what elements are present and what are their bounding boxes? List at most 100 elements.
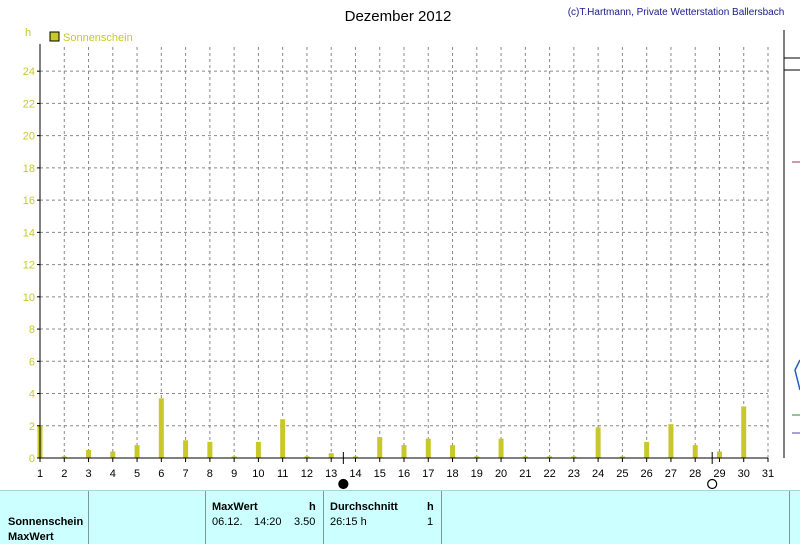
x-tick-label: 13 — [325, 468, 337, 480]
x-tick-label: 14 — [349, 468, 361, 480]
bar — [183, 440, 189, 458]
moon-phases — [338, 452, 718, 490]
bar — [692, 445, 698, 458]
x-tick-label: 10 — [252, 468, 264, 480]
stats-max-unit: h — [309, 501, 316, 513]
legend-label: Sonnenschein — [63, 32, 133, 44]
bar — [741, 406, 747, 458]
chart-credit: (c)T.Hartmann, Private Wetterstation Bal… — [568, 7, 785, 18]
x-tick-label: 15 — [374, 468, 386, 480]
x-tick-label: 5 — [134, 468, 140, 480]
x-tick-label: 3 — [85, 468, 91, 480]
bar — [595, 427, 601, 458]
bar — [134, 445, 140, 458]
bar — [86, 449, 92, 458]
stats-avg-value: 26:15 h — [330, 516, 367, 528]
grid — [40, 47, 769, 458]
x-tick-label: 30 — [738, 468, 750, 480]
stats-panel: Sonnenschein MaxWert MaxWert h 06.12. 14… — [0, 490, 800, 544]
x-tick-label: 21 — [519, 468, 531, 480]
bar — [377, 437, 383, 458]
x-tick-label: 25 — [616, 468, 628, 480]
bar — [61, 456, 67, 458]
full-moon-icon — [707, 478, 718, 490]
stats-avg-unit: h — [427, 501, 434, 513]
bar — [450, 445, 456, 458]
stats-row-label-max: MaxWert — [8, 531, 54, 543]
bar — [207, 441, 213, 458]
stats-max-header: MaxWert — [212, 501, 258, 513]
x-tick-label: 11 — [277, 468, 288, 480]
y-tick-label: 10 — [23, 292, 35, 304]
x-tick-label: 12 — [301, 468, 313, 480]
bar — [425, 438, 431, 458]
x-tick-label: 28 — [689, 468, 701, 480]
x-tick-label: 24 — [592, 468, 604, 480]
x-tick-label: 4 — [110, 468, 116, 480]
bar — [619, 456, 625, 458]
bar — [280, 419, 286, 458]
x-tick-label: 31 — [762, 468, 774, 480]
stats-max-column: MaxWert h 06.12. 14:20 3.50 — [206, 491, 324, 544]
stats-avg-count: 1 — [427, 516, 434, 528]
stats-row-label: Sonnenschein — [8, 516, 84, 528]
axes — [37, 44, 769, 462]
right-edge-partial-panel — [783, 30, 800, 458]
x-tick-label: 8 — [207, 468, 213, 480]
x-tick-label: 29 — [713, 468, 725, 480]
x-ticks: 1 2 3 4 5 6 7 8 9 10 11 12 13 14 15 16 17 18 19 20 21 22 23 24 2… — [37, 468, 774, 480]
x-tick-label: 7 — [183, 468, 189, 480]
bar — [644, 441, 650, 458]
y-tick-label: 4 — [29, 389, 35, 401]
x-tick-label: 23 — [568, 468, 580, 480]
bar — [158, 398, 164, 458]
y-tick-label: 0 — [29, 453, 35, 465]
x-tick-label: 20 — [495, 468, 507, 480]
y-tick-label: 2 — [29, 421, 35, 433]
bar — [716, 451, 722, 458]
chart-title: Dezember 2012 — [345, 8, 452, 25]
bar — [304, 456, 310, 458]
new-moon-icon — [338, 478, 349, 490]
x-tick-label: 9 — [231, 468, 237, 480]
legend: Sonnenschein — [49, 31, 133, 44]
bar — [231, 456, 237, 458]
x-tick-label: 6 — [158, 468, 164, 480]
stats-filler-column — [442, 491, 790, 544]
y-tick-label: 22 — [23, 98, 35, 110]
bar — [401, 445, 407, 458]
y-tick-label: 14 — [23, 227, 35, 239]
bar — [498, 438, 504, 458]
x-tick-label: 26 — [641, 468, 653, 480]
bar — [474, 456, 480, 458]
bar — [547, 456, 553, 458]
stats-label-column: Sonnenschein MaxWert — [0, 491, 89, 544]
stats-empty-column — [89, 491, 206, 544]
stats-max-value: 3.50 — [294, 516, 316, 528]
bar — [522, 456, 528, 458]
x-tick-label: 19 — [471, 468, 483, 480]
chart: Dezember 2012 (c)T.Hartmann, Private Wet… — [23, 7, 800, 490]
bar — [668, 424, 674, 458]
x-tick-label: 27 — [665, 468, 677, 480]
y-tick-label: 16 — [23, 195, 35, 207]
stats-avg-header: Durchschnitt — [330, 501, 398, 513]
right-edge-curve — [794, 359, 800, 391]
stats-max-time: 14:20 — [254, 516, 282, 528]
bars — [37, 398, 747, 458]
x-tick-label: 2 — [61, 468, 67, 480]
bar — [352, 456, 358, 458]
bar — [328, 453, 334, 458]
y-tick-label: 12 — [23, 260, 35, 272]
legend-swatch — [49, 31, 60, 42]
x-tick-label: 17 — [422, 468, 434, 480]
stats-avg-column: Durchschnitt h 26:15 h 1 — [324, 491, 442, 544]
x-tick-label: 16 — [398, 468, 410, 480]
x-tick-label: 1 — [37, 468, 43, 480]
y-tick-label: 6 — [29, 356, 35, 368]
y-tick-label: 18 — [23, 163, 35, 175]
y-tick-label: 8 — [29, 324, 35, 336]
y-tick-label: 24 — [23, 66, 35, 78]
unit-label: h — [25, 27, 31, 39]
